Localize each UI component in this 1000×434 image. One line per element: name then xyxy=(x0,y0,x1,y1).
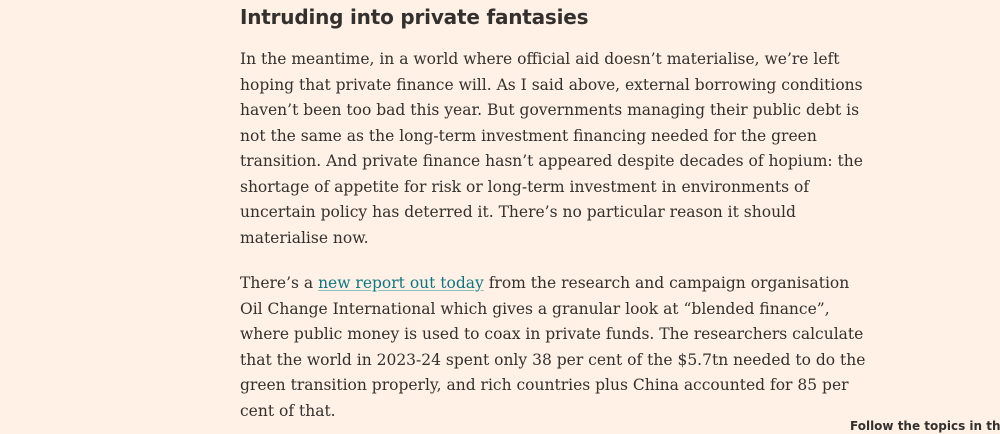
paragraph-line: green transition properly, and rich coun… xyxy=(240,376,849,394)
paragraph-line: There’s a new report out today from the … xyxy=(240,271,849,297)
paragraph-line: In the meantime, in a world where offici… xyxy=(240,50,840,68)
report-link[interactable]: new report out today xyxy=(318,274,484,292)
paragraph-line: where public money is used to coax in pr… xyxy=(240,325,864,343)
follow-topics-heading: Follow the topics in this ar xyxy=(850,419,1000,433)
paragraph-line: not the same as the long-term investment… xyxy=(240,126,817,145)
paragraph-line: that the world in 2023-24 spent only 38 … xyxy=(240,350,866,369)
paragraph-line: uncertain policy has deterred it. There’… xyxy=(240,203,796,221)
paragraph-line: materialise now. xyxy=(240,228,369,247)
paragraph-line: hoping that private finance will. As I s… xyxy=(240,75,863,94)
paragraph-blended-finance: There’s a new report out today from the … xyxy=(240,271,866,424)
article-body: Intruding into private fantasies In the … xyxy=(240,0,866,424)
section-heading: Intruding into private fantasies xyxy=(240,5,589,29)
paragraph-official-aid: In the meantime, in a world where offici… xyxy=(240,47,863,251)
paragraph-text: There’s a xyxy=(240,274,319,292)
paragraph-text: from the research and campaign organisat… xyxy=(483,274,850,292)
paragraph-line: haven’t been too bad this year. But gove… xyxy=(240,101,860,119)
paragraph-line: shortage of appetite for risk or long-te… xyxy=(240,177,810,196)
paragraph-line: transition. And private finance hasn’t a… xyxy=(240,152,863,170)
paragraph-line: Oil Change International which gives a g… xyxy=(240,299,830,318)
paragraph-line: cent of that. xyxy=(240,401,336,420)
